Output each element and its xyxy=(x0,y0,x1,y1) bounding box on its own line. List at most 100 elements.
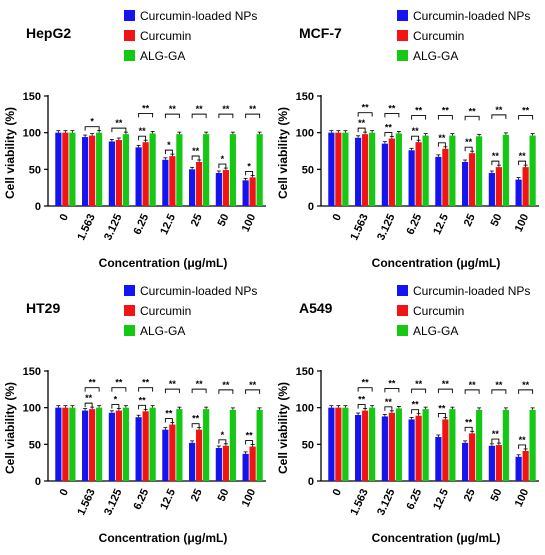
significance-label: ** xyxy=(358,395,366,405)
y-tick-label: 150 xyxy=(23,91,41,103)
significance-bracket xyxy=(164,388,180,394)
bar xyxy=(362,410,369,481)
legend-label: ALG-GA xyxy=(413,49,458,63)
x-axis-label: Concentration (μg/mL) xyxy=(99,256,228,270)
significance-bracket xyxy=(411,388,427,394)
bar xyxy=(215,448,222,481)
significance-label: ** xyxy=(522,380,530,390)
bar xyxy=(529,409,536,481)
legend-label: ALG-GA xyxy=(140,49,185,63)
y-tick-label: 50 xyxy=(302,164,314,176)
legend-swatch xyxy=(397,305,408,316)
significance-label: ** xyxy=(196,379,204,389)
bar xyxy=(89,135,96,206)
legend-label: Curcumin xyxy=(140,304,191,318)
significance-bracket xyxy=(218,163,227,169)
bar xyxy=(335,132,342,206)
x-tick-label: 12.5 xyxy=(431,487,451,511)
significance-bracket xyxy=(357,127,366,133)
significance-label: ** xyxy=(139,126,147,136)
significance-label: * xyxy=(221,430,225,440)
significance-label: ** xyxy=(89,378,97,388)
y-tick-label: 100 xyxy=(296,128,314,140)
significance-bracket xyxy=(245,440,254,445)
bar xyxy=(369,407,376,481)
bar xyxy=(476,409,483,481)
legend-swatch xyxy=(124,285,135,296)
x-tick-label: 25 xyxy=(189,212,205,228)
legend-swatch xyxy=(397,325,408,336)
significance-bracket xyxy=(357,404,366,409)
significance-label: ** xyxy=(249,104,257,114)
x-tick-label: 50 xyxy=(489,487,505,503)
significance-bracket xyxy=(245,389,261,394)
bar xyxy=(176,134,183,206)
significance-label: ** xyxy=(388,378,396,388)
bar xyxy=(242,180,249,206)
bar xyxy=(162,159,169,206)
y-tick-label: 100 xyxy=(296,403,314,415)
bar xyxy=(495,445,502,481)
significance-bracket xyxy=(191,155,200,160)
bar xyxy=(362,134,369,206)
bar xyxy=(449,409,456,481)
x-tick-label: 100 xyxy=(240,487,259,509)
x-tick-label: 50 xyxy=(489,212,505,228)
significance-bracket xyxy=(464,389,480,394)
significance-bracket xyxy=(411,115,427,120)
bar xyxy=(415,415,422,481)
y-tick-label: 50 xyxy=(29,164,41,176)
bar xyxy=(215,173,222,206)
significance-bracket xyxy=(464,115,480,121)
y-tick-label: 50 xyxy=(29,439,41,451)
bar xyxy=(96,132,103,206)
x-tick-label: 1.563 xyxy=(348,212,371,242)
significance-bracket xyxy=(357,112,373,117)
legend-label: Curcumin xyxy=(413,304,464,318)
significance-label: ** xyxy=(362,103,370,113)
bar xyxy=(442,419,449,481)
bar xyxy=(488,445,495,481)
significance-bracket xyxy=(437,115,453,120)
legend-swatch xyxy=(124,10,135,21)
bar xyxy=(522,450,529,481)
legend-label: ALG-GA xyxy=(140,324,185,338)
bar xyxy=(495,167,502,206)
bar xyxy=(96,407,103,481)
x-tick-label: 3.125 xyxy=(375,212,398,242)
significance-bracket xyxy=(518,115,534,120)
significance-bracket xyxy=(84,126,100,131)
x-tick-label: 1.563 xyxy=(75,212,98,242)
y-axis-label: Cell viability (%) xyxy=(276,107,290,199)
significance-label: * xyxy=(114,395,118,405)
significance-label: ** xyxy=(192,414,200,424)
bar xyxy=(381,416,388,481)
significance-label: * xyxy=(167,140,171,150)
legend-swatch xyxy=(124,305,135,316)
bar xyxy=(442,148,449,206)
significance-label: ** xyxy=(438,403,446,413)
x-tick-label: 25 xyxy=(462,212,478,228)
legend-swatch xyxy=(397,285,408,296)
x-tick-label: 50 xyxy=(216,487,232,503)
bar xyxy=(388,138,395,206)
significance-label: * xyxy=(247,161,251,171)
significance-label: ** xyxy=(519,435,527,445)
significance-label: ** xyxy=(492,429,500,439)
bar xyxy=(135,417,142,481)
significance-label: ** xyxy=(388,103,396,113)
legend-swatch xyxy=(124,325,135,336)
y-tick-label: 0 xyxy=(308,201,314,213)
legend-label: Curcumin-loaded NPs xyxy=(140,284,257,298)
significance-label: ** xyxy=(442,106,450,116)
x-tick-label: 3.125 xyxy=(102,212,125,242)
significance-label: ** xyxy=(522,106,530,116)
significance-bracket xyxy=(164,113,180,119)
legend-swatch xyxy=(124,50,135,61)
significance-bracket xyxy=(191,113,207,119)
x-tick-label: 12.5 xyxy=(158,212,178,236)
significance-bracket xyxy=(384,387,400,393)
bar xyxy=(189,442,196,481)
bar xyxy=(515,179,522,206)
significance-label: ** xyxy=(412,126,420,136)
